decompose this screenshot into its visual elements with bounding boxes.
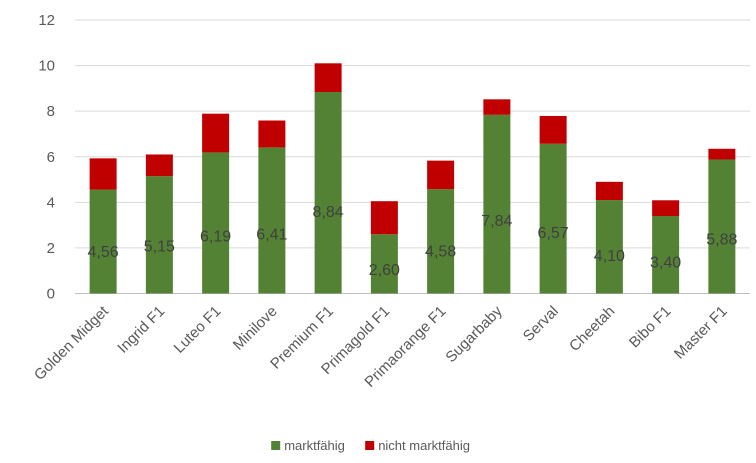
data-label: 5,15 — [144, 238, 175, 255]
bar-marktfaehig — [708, 159, 736, 294]
y-tick-label: 6 — [47, 149, 55, 166]
x-category-label: Master F1 — [671, 303, 731, 363]
data-label: 6,57 — [538, 225, 569, 242]
data-label: 8,84 — [313, 204, 344, 221]
x-category-label: Minilove — [230, 303, 281, 354]
y-tick-label: 2 — [47, 240, 55, 257]
data-label: 6,19 — [200, 229, 231, 246]
x-category-label: Golden Midget — [31, 302, 113, 384]
y-tick-label: 10 — [38, 58, 55, 75]
data-label: 4,10 — [594, 248, 625, 265]
bar-marktfaehig — [595, 200, 623, 294]
bar-nicht-marktfaehig — [202, 113, 230, 153]
bar-nicht-marktfaehig — [89, 158, 117, 190]
bar-marktfaehig — [258, 147, 286, 294]
y-tick-label: 12 — [38, 12, 55, 29]
data-label: 5,88 — [706, 232, 737, 249]
bar-marktfaehig — [370, 234, 398, 294]
bar-nicht-marktfaehig — [314, 63, 342, 93]
legend-label: nicht marktfähig — [378, 438, 470, 453]
x-category-label: Luteo F1 — [171, 303, 225, 357]
bar-marktfaehig — [202, 152, 230, 294]
bar-marktfaehig — [652, 216, 680, 294]
bar-nicht-marktfaehig — [539, 115, 567, 144]
y-axis-ticks: 0 2 4 6 8 10 12 — [38, 12, 55, 303]
data-label: 6,41 — [256, 227, 287, 244]
bar-nicht-marktfaehig — [483, 99, 511, 115]
bars — [89, 63, 736, 294]
bar-nicht-marktfaehig — [708, 148, 736, 160]
bar-nicht-marktfaehig — [145, 154, 173, 177]
data-label: 7,84 — [481, 213, 512, 230]
bar-marktfaehig — [314, 92, 342, 294]
legend-swatch — [271, 441, 281, 450]
x-category-label: Serval — [520, 303, 562, 345]
bar-nicht-marktfaehig — [652, 200, 680, 217]
bar-marktfaehig — [89, 189, 117, 294]
bar-nicht-marktfaehig — [258, 120, 286, 148]
data-label: 2,60 — [369, 262, 400, 279]
x-category-label: Ingrid F1 — [114, 303, 168, 357]
bar-nicht-marktfaehig — [427, 160, 455, 190]
x-category-label: Sugarbaby — [442, 302, 506, 366]
legend-label: marktfähig — [284, 438, 345, 453]
legend: marktfähig nicht marktfähig — [271, 438, 470, 453]
bar-marktfaehig — [145, 176, 173, 294]
x-category-label: Cheetah — [566, 303, 618, 355]
data-label: 4,56 — [88, 244, 119, 261]
data-label: 4,58 — [425, 244, 456, 261]
bar-marktfaehig — [539, 143, 567, 294]
data-labels: 4,56 5,15 6,19 6,41 8,84 2,60 4,58 7,84 6,57 4,10… — [88, 204, 738, 279]
x-category-label: Bibo F1 — [626, 303, 675, 352]
gridlines — [75, 19, 750, 294]
x-axis-categories: Golden Midget Ingrid F1 Luteo F1 MinilovePr… — [31, 302, 731, 391]
y-tick-label: 0 — [47, 286, 55, 303]
bar-nicht-marktfaehig — [595, 181, 623, 201]
bar-marktfaehig — [483, 114, 511, 294]
bar-nicht-marktfaehig — [370, 201, 398, 235]
y-tick-label: 4 — [47, 194, 55, 211]
data-label: 3,40 — [650, 255, 681, 272]
bar-marktfaehig — [427, 189, 455, 294]
y-tick-label: 8 — [47, 103, 55, 120]
legend-swatch — [365, 441, 375, 450]
